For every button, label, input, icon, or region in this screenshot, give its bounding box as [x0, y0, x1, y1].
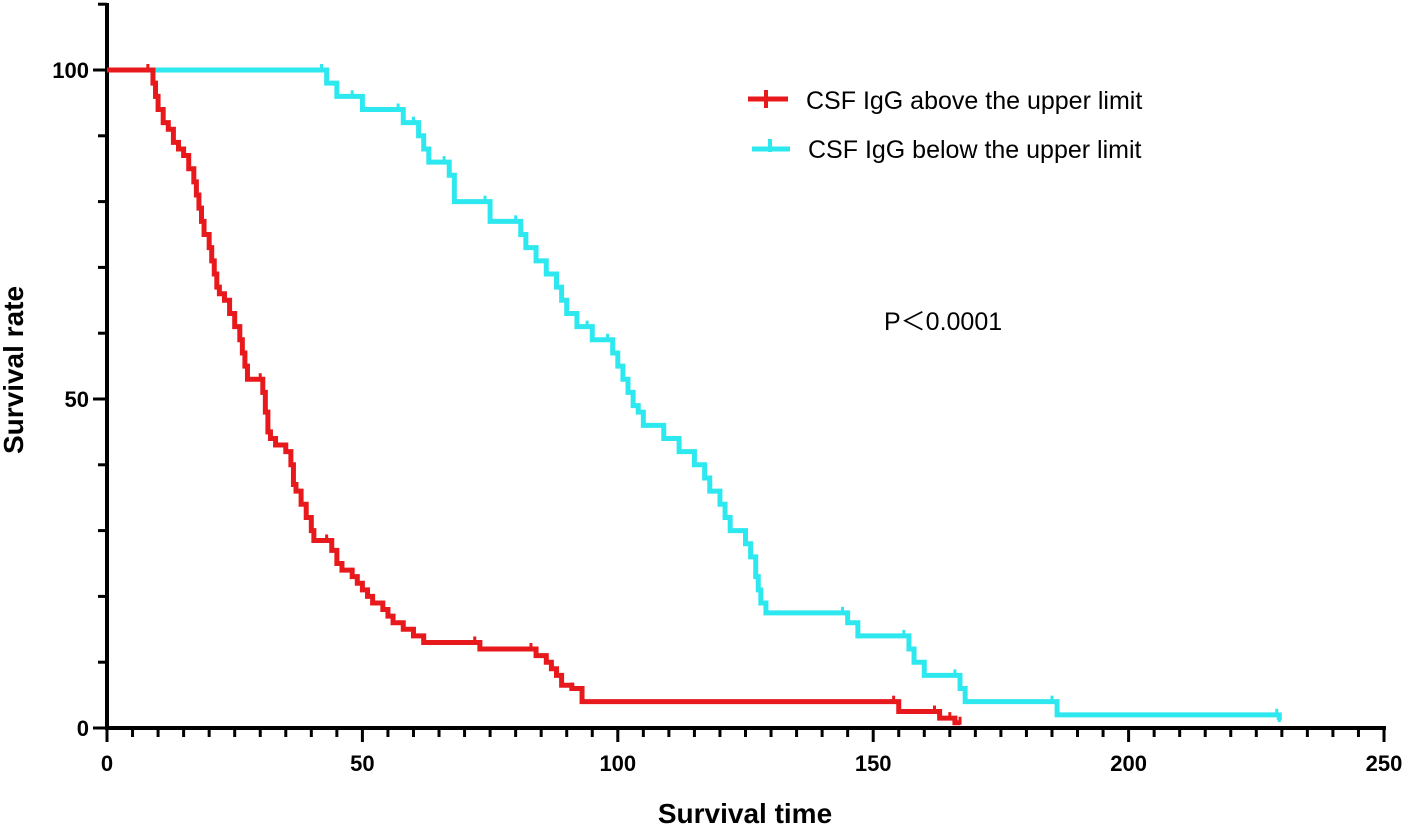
series-line-1	[137, 67, 1282, 721]
series-group	[107, 64, 1282, 726]
y-tick-label: 50	[65, 387, 89, 412]
p-value-annotation: P＜0.0001	[884, 308, 1002, 336]
legend-label-above: CSF IgG above the upper limit	[806, 87, 1142, 115]
series-line-0	[107, 67, 961, 726]
legend-label-below: CSF IgG below the upper limit	[808, 136, 1142, 164]
x-tick-label: 100	[599, 751, 636, 776]
x-tick-label: 250	[1366, 751, 1403, 776]
x-tick-label: 0	[101, 751, 113, 776]
x-tick-label: 200	[1110, 751, 1147, 776]
axes-group: 0 50 100 150 200 250 0 50 100	[52, 2, 1403, 776]
y-axis-title: Survival rate	[0, 286, 29, 454]
x-axis-title: Survival time	[658, 798, 832, 827]
x-tick-label: 150	[855, 751, 892, 776]
y-tick-label: 0	[77, 716, 89, 741]
legend-item-above: CSF IgG above the upper limit	[748, 87, 1142, 115]
y-tick-label: 100	[52, 58, 89, 83]
legend-item-below: CSF IgG below the upper limit	[752, 136, 1142, 164]
x-tick-label: 50	[350, 751, 374, 776]
legend: CSF IgG above the upper limit CSF IgG be…	[748, 87, 1142, 164]
